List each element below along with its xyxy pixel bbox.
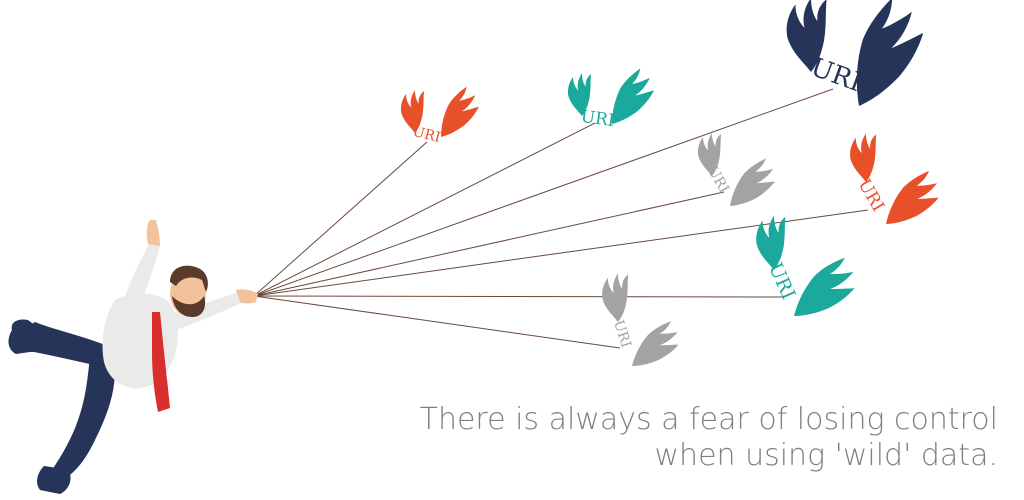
caption-line-2: when using 'wild' data. [654,438,998,473]
balloon-gray-bottom: URI [602,273,684,376]
caption-line-1: There is always a fear of losing control [419,402,998,437]
man-hair [170,265,208,292]
man-pulling-hand [236,289,258,304]
man-right-leg [52,350,115,478]
strings [253,88,869,349]
uri-label-navy-large: URI [807,52,866,98]
man-tie [152,312,170,412]
caption: There is always a fear of losing control… [378,402,998,474]
balloon-orange-small: URI [400,86,479,146]
man-pulling-arm [160,292,244,334]
uri-label-gray-middle: URI [704,164,732,196]
uri-label-teal-top: URI [579,107,615,132]
balloon-orange-right: URI [850,133,944,234]
balloon-navy-large: URI [786,0,934,106]
string-navy-large [253,88,834,297]
man-raised-hand [146,220,160,246]
string-gray-bottom [253,295,621,349]
string-teal-top [253,122,596,297]
balloon-teal-top: URI [567,68,654,132]
string-gray-middle [253,191,725,297]
man-raised-arm [122,242,160,310]
balloon-gray-middle: URI [697,133,779,213]
man-beard [172,296,206,318]
man-shirt [102,293,178,389]
uri-label-gray-bottom: URI [610,318,634,349]
man-left-shoe [8,319,36,354]
balloon-teal-lower: URI [756,215,862,329]
man-right-shoe [37,466,71,494]
uri-label-orange-small: URI [411,124,442,146]
string-orange-right [253,209,869,297]
uri-label-orange-right: URI [854,176,888,215]
uri-label-teal-lower: URI [764,259,799,303]
string-teal-lower [253,295,785,298]
man-left-leg [15,322,108,368]
man-figure [8,220,258,494]
string-orange-small [253,141,428,297]
